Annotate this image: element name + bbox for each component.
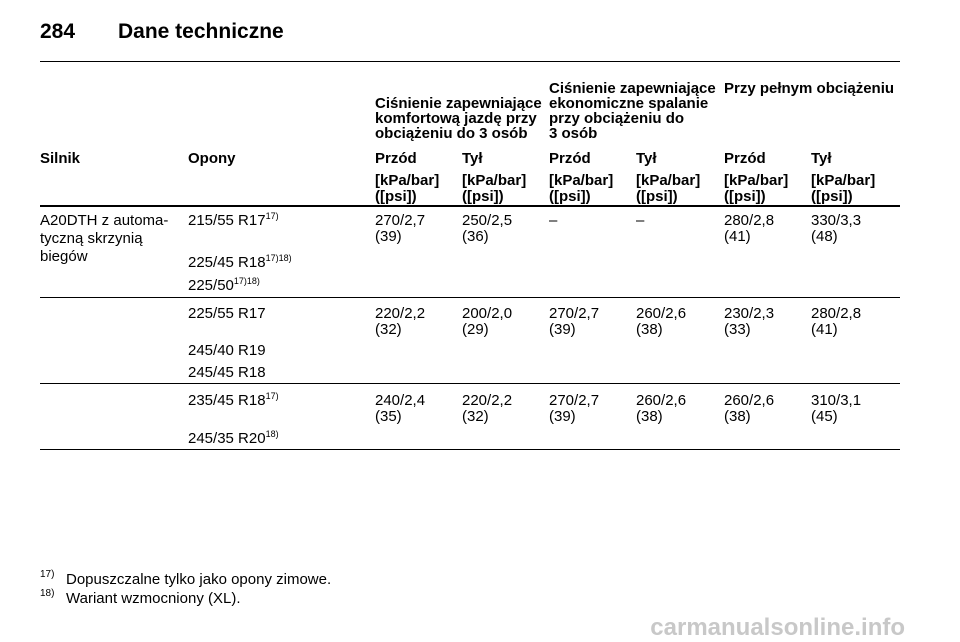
pressure: 310/3,1 bbox=[811, 392, 862, 409]
column-header: Tył bbox=[811, 150, 832, 167]
unit: [kPa/bar] bbox=[375, 172, 440, 189]
unit: [kPa/bar] bbox=[462, 172, 527, 189]
rule bbox=[40, 297, 900, 298]
group-header: Ciśnienie zapewniające bbox=[375, 95, 542, 112]
footnote-ref: 17) bbox=[265, 211, 279, 221]
column-header: Silnik bbox=[40, 150, 81, 167]
group-header: 3 osób bbox=[549, 125, 598, 142]
pressure: (41) bbox=[724, 228, 751, 245]
column-header: Przód bbox=[549, 150, 591, 167]
pressure: – bbox=[636, 212, 645, 229]
pressure: (48) bbox=[811, 228, 838, 245]
group-header: Przy pełnym obciążeniu bbox=[724, 80, 895, 97]
pressure: (35) bbox=[375, 408, 402, 425]
footnote-ref: 17)18) bbox=[265, 253, 292, 263]
unit: ([psi]) bbox=[549, 188, 591, 205]
column-header: Tył bbox=[462, 150, 483, 167]
pressure: (29) bbox=[462, 321, 489, 338]
tire-size: 225/5017)18) bbox=[188, 276, 260, 294]
group-header: Ciśnienie zapewniające bbox=[549, 80, 716, 97]
pressure: – bbox=[549, 212, 558, 229]
unit: ([psi]) bbox=[462, 188, 504, 205]
tire-size: 215/55 R1717) bbox=[188, 211, 279, 229]
tire-size: 225/55 R17 bbox=[188, 305, 266, 322]
page-number: 284 bbox=[40, 20, 76, 43]
pressure: 230/2,3 bbox=[724, 305, 775, 322]
pressure: (32) bbox=[462, 408, 489, 425]
pressure: 270/2,7 bbox=[549, 392, 600, 409]
group-header: ekonomiczne spalanie bbox=[549, 95, 709, 112]
group-header: obciążeniu do 3 osób bbox=[375, 125, 528, 142]
pressure: 260/2,6 bbox=[724, 392, 775, 409]
pressure: 220/2,2 bbox=[375, 305, 426, 322]
unit: ([psi]) bbox=[636, 188, 678, 205]
pressure: (36) bbox=[462, 228, 489, 245]
engine: biegów bbox=[40, 248, 88, 265]
column-header: Przód bbox=[375, 150, 417, 167]
pressure: (33) bbox=[724, 321, 751, 338]
pressure: 280/2,8 bbox=[724, 212, 775, 229]
unit: ([psi]) bbox=[811, 188, 853, 205]
column-header: Opony bbox=[188, 150, 236, 167]
pressure: (39) bbox=[375, 228, 402, 245]
pressure: 270/2,7 bbox=[375, 212, 426, 229]
tire-size: 225/45 R1817)18) bbox=[188, 253, 292, 271]
pressure: (41) bbox=[811, 321, 838, 338]
pressure: (39) bbox=[549, 408, 576, 425]
pressure: (38) bbox=[636, 321, 663, 338]
footnote-text: Wariant wzmocniony (XL). bbox=[66, 590, 241, 607]
pressure: 260/2,6 bbox=[636, 392, 687, 409]
pressure: (39) bbox=[549, 321, 576, 338]
footnote-ref: 17)18) bbox=[233, 276, 260, 286]
pressure: (38) bbox=[724, 408, 751, 425]
footnote-mark: 18) bbox=[40, 588, 55, 599]
pressure: 240/2,4 bbox=[375, 392, 426, 409]
unit: [kPa/bar] bbox=[549, 172, 614, 189]
unit: [kPa/bar] bbox=[636, 172, 701, 189]
pressure: 330/3,3 bbox=[811, 212, 862, 229]
unit: ([psi]) bbox=[375, 188, 417, 205]
rule bbox=[40, 449, 900, 450]
rule bbox=[40, 61, 900, 62]
footnote-ref: 18) bbox=[265, 429, 279, 439]
pressure: 220/2,2 bbox=[462, 392, 513, 409]
column-header: Przód bbox=[724, 150, 766, 167]
pressure: 200/2,0 bbox=[462, 305, 513, 322]
engine: tyczną skrzynią bbox=[40, 230, 143, 247]
pressure: (45) bbox=[811, 408, 838, 425]
pressure: 260/2,6 bbox=[636, 305, 687, 322]
unit: [kPa/bar] bbox=[811, 172, 876, 189]
pressure: (32) bbox=[375, 321, 402, 338]
tire-size: 245/40 R19 bbox=[188, 342, 266, 359]
pressure: (38) bbox=[636, 408, 663, 425]
footnote-mark: 17) bbox=[40, 569, 55, 580]
rule bbox=[40, 383, 900, 384]
rule bbox=[40, 205, 900, 207]
tire-size: 245/35 R2018) bbox=[188, 429, 279, 447]
watermark: carmanualsonline.info bbox=[650, 614, 905, 641]
column-header: Tył bbox=[636, 150, 657, 167]
group-header: przy obciążeniu do bbox=[549, 110, 685, 127]
page-title: Dane techniczne bbox=[118, 20, 284, 43]
engine: A20DTH z automa- bbox=[40, 212, 169, 229]
tire-size: 245/45 R18 bbox=[188, 364, 266, 381]
group-header: komfortową jazdę przy bbox=[375, 110, 537, 127]
tire-size: 235/45 R1817) bbox=[188, 391, 279, 409]
footnote-text: Dopuszczalne tylko jako opony zimowe. bbox=[66, 571, 332, 588]
pressure: 280/2,8 bbox=[811, 305, 862, 322]
footnote-ref: 17) bbox=[265, 391, 279, 401]
unit: [kPa/bar] bbox=[724, 172, 789, 189]
pressure: 270/2,7 bbox=[549, 305, 600, 322]
pressure: 250/2,5 bbox=[462, 212, 513, 229]
unit: ([psi]) bbox=[724, 188, 766, 205]
